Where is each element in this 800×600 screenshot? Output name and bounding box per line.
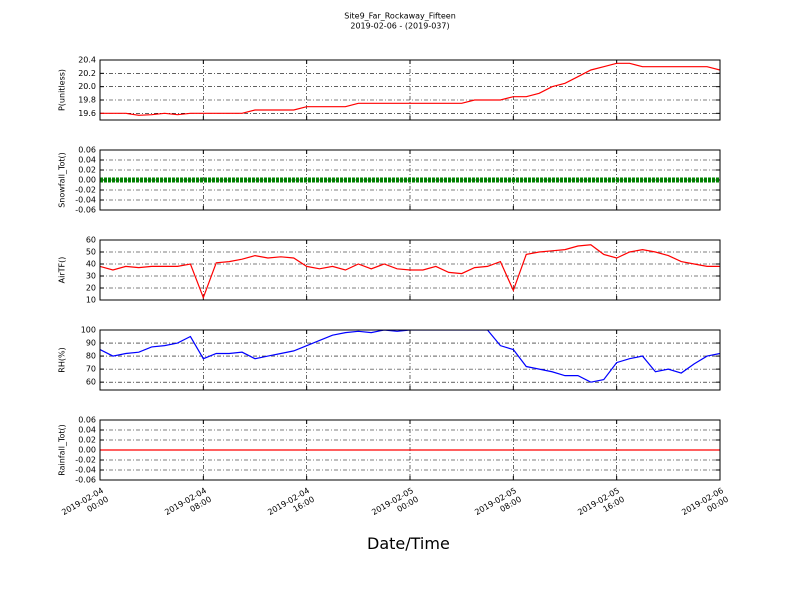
plot-frame — [99, 59, 721, 121]
y-tick-label: 90 — [86, 339, 96, 348]
y-tick-label: -0.02 — [75, 456, 96, 465]
chart-subtitle: 2019-02-06 - (2019-037) — [350, 22, 449, 31]
y-tick-label: 19.6 — [78, 109, 96, 118]
y-tick-label: -0.02 — [75, 186, 96, 195]
y-tick-label: 0.04 — [78, 426, 96, 435]
y-tick-label: 0.06 — [78, 416, 96, 425]
y-axis-label: RH(%) — [58, 347, 67, 372]
chart-title: Site9_Far_Rockaway_Fifteen — [344, 12, 456, 21]
y-tick-label: -0.04 — [75, 466, 96, 475]
y-axis-label: P(unitless) — [58, 69, 67, 111]
y-axis-label: AirTF() — [58, 257, 67, 284]
y-axis-label: Rainfall_Tot() — [58, 424, 67, 476]
y-tick-label: 0.00 — [78, 176, 96, 185]
data-line — [100, 244, 720, 300]
plot-frame — [99, 149, 721, 211]
y-tick-label: 0.02 — [78, 436, 96, 445]
y-tick-label: 40 — [86, 260, 96, 269]
y-tick-label: 0.04 — [78, 156, 96, 165]
y-tick-label: 0.00 — [78, 446, 96, 455]
y-tick-label: 19.8 — [78, 96, 96, 105]
y-tick-label: -0.06 — [75, 206, 96, 215]
plot-frame — [99, 329, 721, 391]
y-tick-label: 60 — [86, 378, 96, 387]
y-tick-label: 20.4 — [78, 56, 96, 65]
y-tick-label: 0.06 — [78, 146, 96, 155]
y-tick-label: 80 — [86, 352, 96, 361]
y-tick-label: 30 — [86, 272, 96, 281]
y-tick-label: 50 — [86, 248, 96, 257]
y-tick-label: -0.06 — [75, 476, 96, 485]
y-tick-label: 60 — [86, 236, 96, 245]
y-tick-label: 0.02 — [78, 166, 96, 175]
y-tick-label: -0.04 — [75, 196, 96, 205]
y-tick-label: 10 — [86, 296, 96, 305]
y-axis-label: Snowfall_Tot() — [58, 152, 67, 208]
y-tick-label: 20.0 — [78, 82, 96, 91]
data-line — [100, 330, 720, 383]
plot-frame — [99, 419, 721, 481]
x-axis-label: Date/Time — [367, 534, 450, 553]
data-line — [100, 62, 720, 116]
y-tick-label: 20.2 — [78, 69, 96, 78]
y-tick-label: 100 — [81, 326, 96, 335]
y-tick-label: 20 — [86, 284, 96, 293]
plot-frame — [99, 239, 721, 301]
y-tick-label: 70 — [86, 365, 96, 374]
